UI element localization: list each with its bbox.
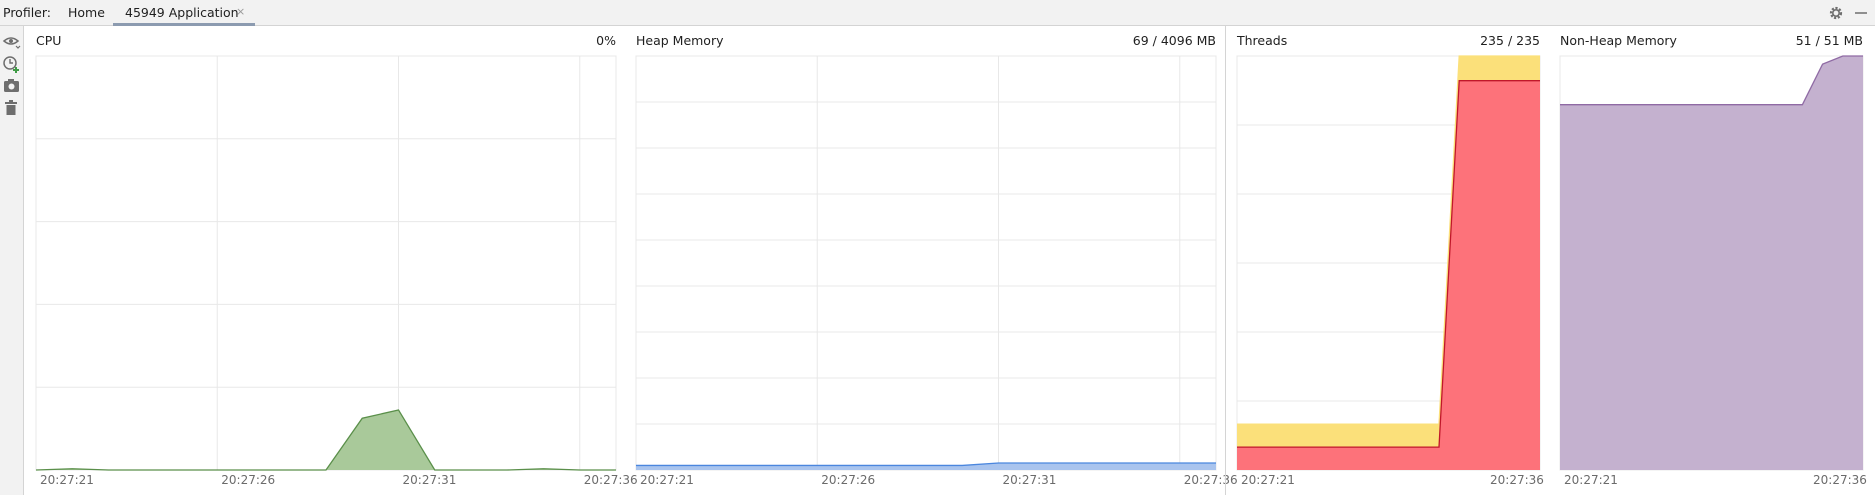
cpu-x-tick-label: 20:27:26 — [221, 473, 276, 487]
heap-memory-value: 69 / 4096 MB — [1132, 33, 1216, 48]
heap-memory-chart[interactable] — [635, 26, 1217, 495]
non-heap-series-area — [1560, 56, 1863, 470]
threads-chart[interactable] — [1236, 26, 1541, 495]
threads-title: Threads — [1237, 33, 1288, 48]
heap-series-area — [636, 463, 1216, 470]
tool-strip — [0, 26, 24, 495]
add-timer-icon[interactable] — [2, 54, 22, 74]
close-icon[interactable]: × — [236, 5, 246, 18]
cpu-series-line — [35, 409, 616, 471]
cpu-chart[interactable] — [35, 26, 617, 495]
tab-application-label: 45949 Application — [125, 5, 239, 20]
heap-plot-frame — [635, 55, 1217, 471]
cpu-x-tick-label: 20:27:31 — [402, 473, 457, 487]
panel-divider — [1225, 26, 1226, 495]
non-heap-memory-value: 51 / 51 MB — [1795, 33, 1863, 48]
heap-x-tick-label: 20:27:26 — [821, 473, 876, 487]
non-heap-memory-panel: Non-Heap Memory 51 / 51 MB 20:27:21 20:27… — [1559, 26, 1867, 495]
non-heap-series-line — [1560, 55, 1863, 106]
threads-x-tick-label: 20:27:36 — [1490, 473, 1544, 487]
camera-icon[interactable] — [2, 76, 22, 96]
trash-icon[interactable] — [2, 98, 22, 118]
nonheap-x-tick-label: 20:27:36 — [1813, 473, 1867, 487]
cpu-value: 0% — [596, 33, 616, 48]
threads-panel: Threads 235 / 235 20:27:21 20:27:36 — [1236, 26, 1544, 495]
threads-total-series-line — [1237, 55, 1540, 425]
threads-value: 235 / 235 — [1480, 33, 1540, 48]
heap-series-line — [636, 462, 1216, 467]
cpu-plot-frame — [35, 55, 617, 471]
non-heap-memory-title: Non-Heap Memory — [1560, 33, 1677, 48]
non-heap-memory-chart[interactable] — [1559, 26, 1864, 495]
cpu-x-tick-label: 20:27:21 — [40, 473, 94, 487]
cpu-x-tick-label: 20:27:36 — [583, 473, 638, 487]
nonheap-x-tick-label: 20:27:21 — [1564, 473, 1618, 487]
minimize-icon[interactable] — [1852, 4, 1870, 22]
heap-x-tick-label: 20:27:21 — [640, 473, 694, 487]
heap-memory-title: Heap Memory — [636, 33, 724, 48]
tab-home-label: Home — [68, 5, 105, 20]
heap-x-tick-label: 20:27:36 — [1183, 473, 1238, 487]
threads-active-series-line — [1237, 80, 1540, 448]
profiler-label: Profiler: — [3, 5, 51, 20]
threads-active-series-area — [1237, 80, 1540, 471]
heap-x-tick-label: 20:27:31 — [1002, 473, 1057, 487]
cpu-title: CPU — [36, 33, 62, 48]
profiler-header: Profiler: Home 45949 Application × — [0, 0, 1875, 26]
tab-application[interactable]: 45949 Application × — [113, 0, 255, 26]
gear-icon[interactable] — [1827, 4, 1845, 22]
heap-memory-panel: Heap Memory 69 / 4096 MB 20:27:21 20:27:2… — [635, 26, 1238, 495]
cpu-series-area — [36, 409, 616, 470]
tab-home[interactable]: Home — [68, 0, 105, 25]
cpu-panel: CPU 0% 20:27:21 20:27:26 20:27:31 20:27:36 — [35, 26, 638, 495]
eye-icon[interactable] — [2, 32, 22, 52]
threads-x-tick-label: 20:27:21 — [1241, 473, 1295, 487]
